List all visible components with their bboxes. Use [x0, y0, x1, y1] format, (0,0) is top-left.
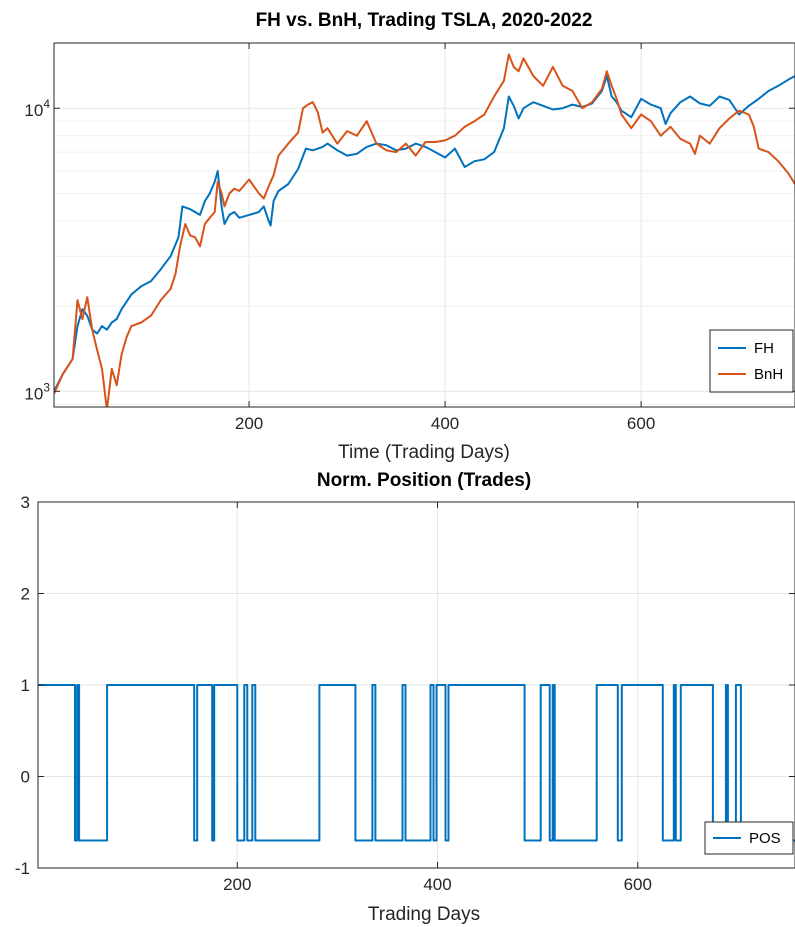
- legend: POS: [704, 821, 794, 855]
- x-axis-label: Time (Trading Days): [338, 442, 510, 463]
- y-tick-label: -1: [15, 859, 30, 878]
- chart-title: Norm. Position (Trades): [317, 470, 531, 491]
- x-tick-label: 600: [624, 875, 652, 894]
- legend-label-fh: FH: [754, 340, 774, 357]
- x-axis-label: Trading Days: [368, 904, 480, 925]
- x-tick-label: 600: [627, 414, 655, 433]
- x-tick-label: 400: [423, 875, 451, 894]
- legend-label-pos: POS: [749, 830, 781, 847]
- y-tick-label: 104: [24, 97, 50, 120]
- legend-box: [709, 329, 794, 393]
- y-axis-ticks: -1 0 1 2 3: [15, 493, 795, 878]
- y-tick-label: 3: [21, 493, 30, 512]
- chart-position: Norm. Position (Trades) 200 400 600 -1 0 1 2 3…: [15, 470, 795, 925]
- legend: FH BnH: [709, 329, 794, 393]
- y-tick-label: 103: [24, 380, 50, 403]
- series-line-bnh: [54, 53, 795, 407]
- y-tick-label: 0: [21, 768, 30, 787]
- x-axis-ticks: 200 400 600: [235, 43, 655, 433]
- x-axis-ticks: 200 400 600: [223, 502, 652, 894]
- chart-portfolio-value: FH vs. BnH, Trading TSLA, 2020-2022 200 4…: [24, 10, 795, 463]
- x-tick-label: 400: [431, 414, 459, 433]
- series-lines: [38, 684, 795, 842]
- series-lines: [54, 53, 795, 407]
- y-tick-label: 2: [21, 585, 30, 604]
- y-axis-ticks: 103 104: [24, 97, 795, 403]
- x-tick-label: 200: [223, 875, 251, 894]
- series-line-pos: [38, 684, 795, 842]
- chart-title: FH vs. BnH, Trading TSLA, 2020-2022: [256, 10, 593, 31]
- axes-box: [53, 42, 795, 408]
- x-tick-label: 200: [235, 414, 263, 433]
- legend-label-bnh: BnH: [754, 366, 783, 383]
- grid: [54, 43, 795, 407]
- y-tick-label: 1: [21, 676, 30, 695]
- plot-area: [54, 43, 795, 407]
